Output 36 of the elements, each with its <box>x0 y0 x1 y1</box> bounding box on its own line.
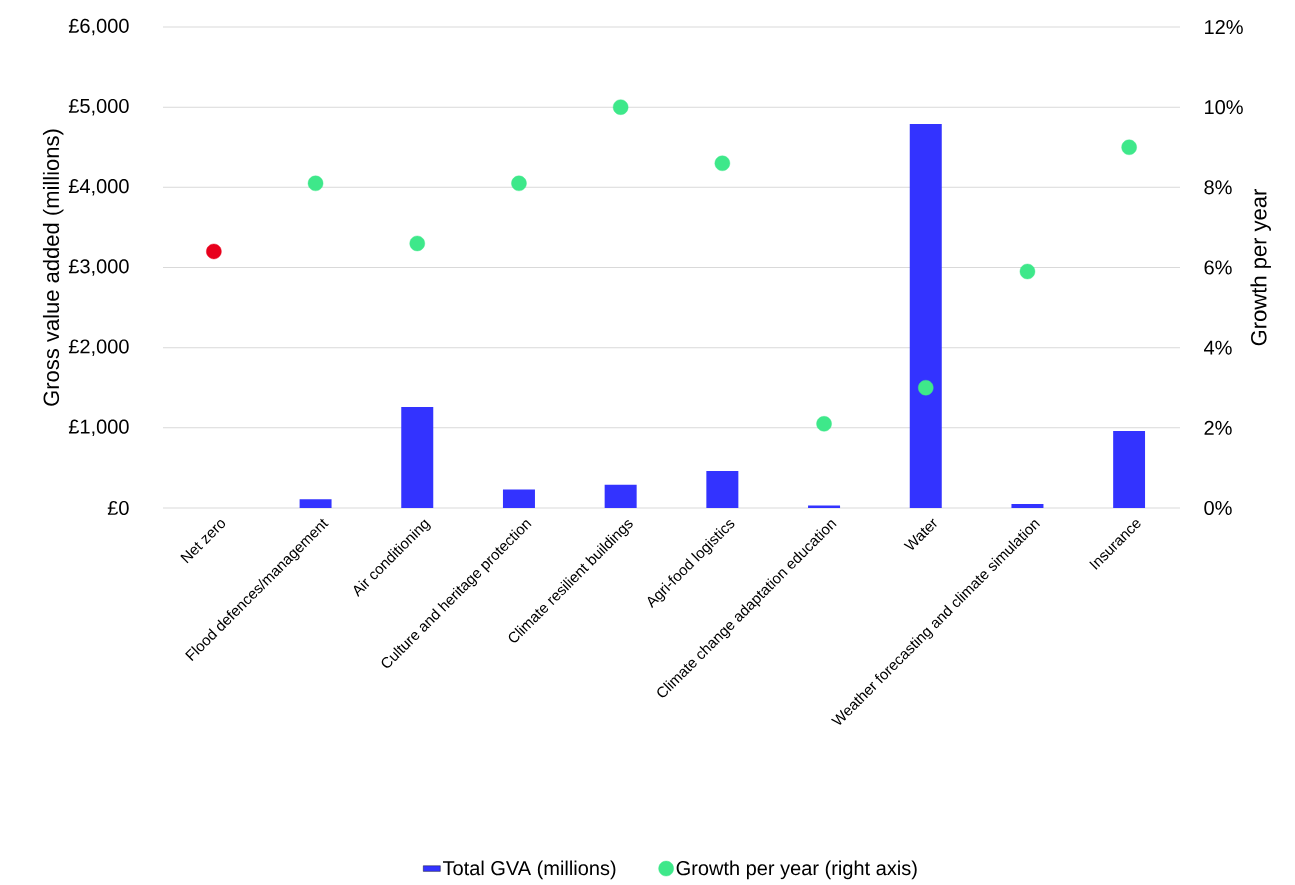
y2-tick-label: 12% <box>1205 19 1243 35</box>
bar <box>604 484 637 508</box>
y-tick-label: £5,000 <box>68 98 129 116</box>
legend-label: Growth per year (right axis) <box>676 860 917 880</box>
y-tick-label: £6,000 <box>68 18 129 36</box>
y-tick-label: £3,000 <box>68 259 129 276</box>
point <box>511 175 527 192</box>
y-tick-label: £0 <box>107 500 129 516</box>
bar <box>299 499 332 508</box>
bar <box>1113 431 1146 508</box>
bar <box>1011 503 1044 508</box>
bar <box>502 489 535 508</box>
y-tick-label: £4,000 <box>68 179 129 196</box>
y2-tick-label: 2% <box>1204 420 1232 435</box>
point <box>714 155 731 171</box>
point <box>816 416 832 432</box>
y-tick-label: £2,000 <box>68 339 129 356</box>
point <box>206 243 222 260</box>
point <box>409 235 425 252</box>
point <box>612 99 629 115</box>
point <box>307 175 324 192</box>
y2-tick-label: 0% <box>1204 500 1232 516</box>
point <box>918 380 934 396</box>
y-axis-title: Gross value added (millions) <box>42 129 64 406</box>
legend-label: Total GVA (millions) <box>443 860 616 880</box>
y2-tick-label: 4% <box>1204 340 1232 355</box>
point <box>1121 139 1137 155</box>
point <box>1019 263 1036 280</box>
y-tick-label: £1,000 <box>68 419 129 437</box>
y2-tick-label: 10% <box>1205 100 1243 115</box>
y2-axis-title: Growth per year <box>1250 189 1271 346</box>
y2-tick-label: 8% <box>1204 180 1232 195</box>
y2-tick-label: 6% <box>1204 260 1232 275</box>
bar <box>706 471 739 508</box>
bar <box>401 406 434 508</box>
bar <box>909 123 942 508</box>
